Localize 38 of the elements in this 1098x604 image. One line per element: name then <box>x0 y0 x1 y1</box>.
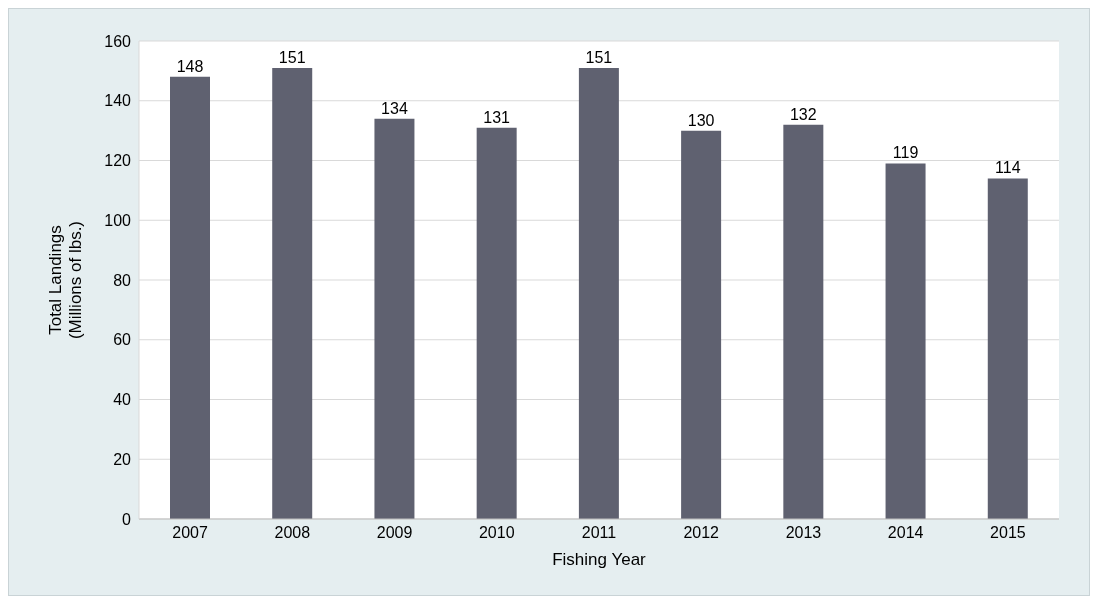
y-tick-label: 60 <box>113 331 132 349</box>
x-tick-label: 2015 <box>990 524 1026 542</box>
y-axis-title: Total Landings (Millions of lbs.) <box>46 220 85 340</box>
x-tick-label: 2012 <box>683 524 720 542</box>
bar <box>170 76 210 519</box>
data-label: 130 <box>687 111 715 129</box>
bar <box>885 163 926 519</box>
x-tick-label: 2013 <box>785 524 822 542</box>
x-tick-label: 2007 <box>172 524 209 542</box>
bar <box>272 67 313 519</box>
x-tick-label: 2008 <box>274 524 311 542</box>
bar <box>374 118 415 519</box>
bar <box>987 178 1028 519</box>
bar <box>578 67 619 519</box>
data-label: 134 <box>381 99 408 117</box>
x-tick-label: 2010 <box>478 524 515 542</box>
x-tick-label: 2014 <box>887 524 924 542</box>
bar <box>681 130 722 519</box>
data-label: 148 <box>176 57 204 75</box>
y-tick-label: 140 <box>104 92 132 110</box>
data-label: 119 <box>892 144 919 162</box>
bar <box>476 127 517 519</box>
y-tick-label: 80 <box>113 271 132 289</box>
y-tick-label: 0 <box>122 510 132 528</box>
x-tick-label: 2011 <box>581 524 617 542</box>
y-tick-label: 120 <box>104 152 132 170</box>
bar <box>783 124 824 519</box>
y-tick-label: 40 <box>113 391 132 409</box>
y-tick-label: 100 <box>104 211 132 229</box>
x-tick-label: 2009 <box>376 524 413 542</box>
y-tick-label: 160 <box>104 32 132 50</box>
data-label: 151 <box>585 48 613 66</box>
data-label: 114 <box>995 159 1021 177</box>
y-tick-label: 20 <box>113 450 132 468</box>
data-label: 132 <box>789 105 817 123</box>
data-label: 151 <box>278 48 306 66</box>
data-label: 131 <box>483 108 511 126</box>
x-axis-title: Fishing Year <box>552 550 647 569</box>
